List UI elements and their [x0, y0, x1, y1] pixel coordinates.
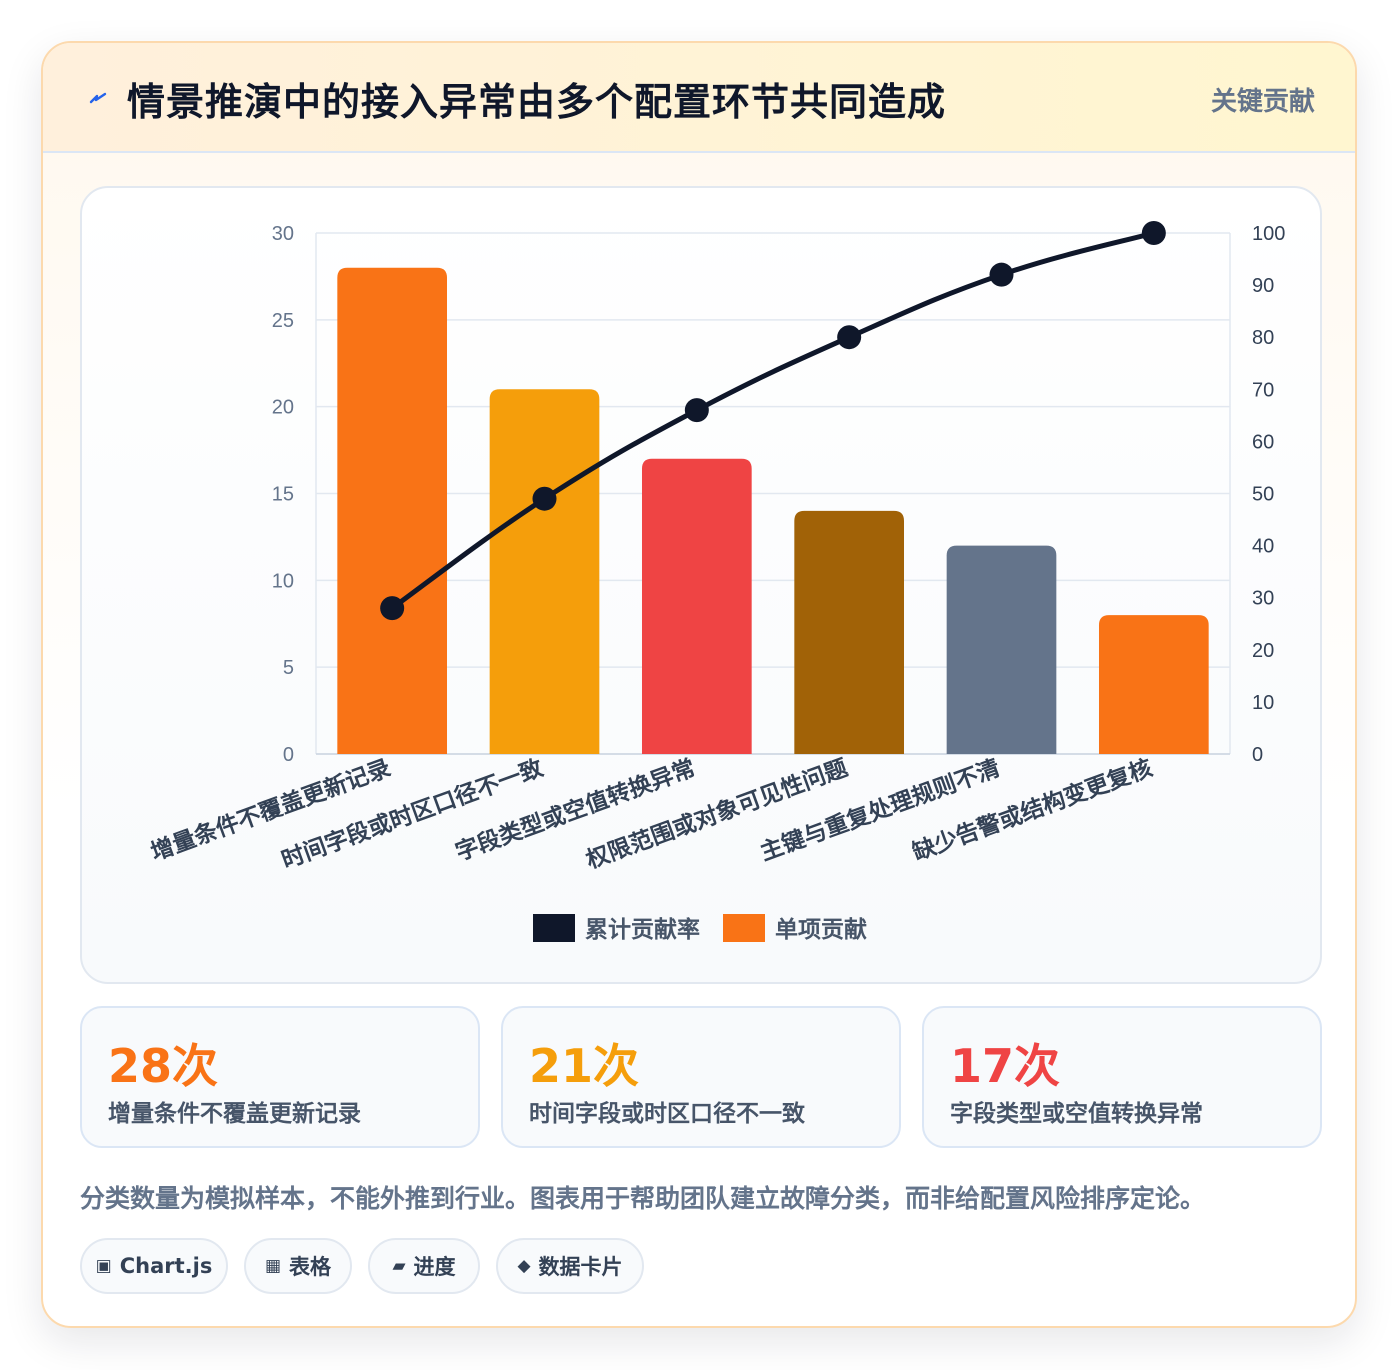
chip-label: 表格: [289, 1255, 332, 1279]
stat-card-2: 21次 时间字段或时区口径不一致: [501, 1006, 901, 1148]
line-point: [1141, 221, 1166, 245]
line-point: [837, 325, 862, 350]
chip-label: 数据卡片: [538, 1255, 623, 1279]
bar: [337, 267, 448, 754]
y2-tick-label: 80: [1252, 327, 1274, 349]
stat-card-3: 17次 字段类型或空值转换异常: [922, 1006, 1322, 1148]
pareto-chart: 0 5 10 15 20 25 30 0 10 20 30 40 50 60 70 80 90 100 增量条件不覆…: [80, 186, 1322, 984]
stat-card-1: 28次 增量条件不覆盖更新记录: [80, 1006, 480, 1148]
line-point: [684, 398, 709, 423]
header-tag: 关键贡献: [1210, 87, 1315, 117]
stat-label-2: 时间字段或时区口径不一致: [529, 1101, 805, 1127]
lightning-icon: [89, 92, 107, 104]
chart-svg: 0 5 10 15 20 25 30 0 10 20 30 40 50 60 70 80 90 100 增量条件不覆…: [147, 221, 1285, 943]
x-tick-label: 字段类型或空值转换异常: [452, 754, 699, 866]
x-tick-label: 权限范围或对象可见性问题: [582, 754, 852, 874]
chip-label: 进度: [413, 1255, 456, 1279]
stat-value-2: 21次: [529, 1039, 640, 1093]
chart-icon: ▣: [95, 1256, 112, 1276]
x-tick-label: 缺少告警或结构变更复核: [909, 754, 1156, 866]
report-card: 情景推演中的接入异常由多个配置环节共同造成 关键贡献 0 5 10 15 20 25 30 0…: [41, 41, 1357, 1328]
line-point: [380, 596, 405, 621]
diamond-icon: ◆: [517, 1256, 531, 1276]
chip-progress[interactable]: ▰ 进度: [368, 1238, 480, 1294]
y2-tick-label: 10: [1252, 692, 1274, 714]
series-line: [389, 230, 1157, 611]
y2-tick-label: 50: [1252, 484, 1274, 506]
stat-label-3: 字段类型或空值转换异常: [950, 1101, 1203, 1127]
chip-data-cards[interactable]: ◆ 数据卡片: [496, 1238, 644, 1294]
y-tick-label: 25: [272, 310, 294, 332]
legend-swatch: [723, 914, 765, 942]
line-point: [989, 262, 1014, 287]
footnote: 分类数量为模拟样本，不能外推到行业。图表用于帮助团队建立故障分类，而非给配置风险…: [80, 1184, 1206, 1213]
bar: [489, 389, 600, 754]
y-tick-label: 5: [283, 657, 294, 679]
y2-tick-label: 30: [1252, 588, 1274, 610]
x-tick-label: 主键与重复处理规则不清: [757, 754, 1004, 866]
chip-table[interactable]: ▦ 表格: [244, 1238, 352, 1294]
y2-tick-label: 100: [1252, 223, 1285, 245]
stat-value-1: 28次: [108, 1039, 219, 1093]
y2-tick-label: 20: [1252, 640, 1274, 662]
stat-value-3: 17次: [950, 1039, 1061, 1093]
bar: [641, 458, 752, 754]
y-tick-label: 30: [272, 223, 294, 245]
legend-label: 累计贡献率: [585, 916, 700, 943]
bar: [946, 545, 1057, 754]
x-tick-label: 时间字段或时区口径不一致: [278, 754, 548, 874]
y2-tick-label: 0: [1252, 744, 1263, 766]
y-tick-label: 10: [272, 570, 294, 592]
bar: [1098, 615, 1209, 754]
legend-swatch: [533, 914, 575, 942]
y2-tick-label: 40: [1252, 536, 1274, 558]
y2-tick-label: 90: [1252, 275, 1274, 297]
stat-label-1: 增量条件不覆盖更新记录: [108, 1101, 361, 1127]
progress-icon: ▰: [392, 1256, 406, 1276]
line-point: [532, 486, 557, 511]
y-tick-label: 0: [283, 744, 294, 766]
y-tick-label: 20: [272, 397, 294, 419]
table-icon: ▦: [264, 1256, 282, 1276]
x-tick-label: 增量条件不覆盖更新记录: [147, 754, 394, 866]
bar: [794, 510, 905, 754]
chip-label: Chart.js: [119, 1254, 213, 1278]
page-title: 情景推演中的接入异常由多个配置环节共同造成: [127, 80, 947, 124]
y2-tick-label: 60: [1252, 431, 1274, 453]
y-tick-label: 15: [272, 484, 294, 506]
y2-tick-label: 70: [1252, 379, 1274, 401]
legend-label: 单项贡献: [775, 917, 867, 943]
card-header: 情景推演中的接入异常由多个配置环节共同造成 关键贡献: [43, 43, 1355, 153]
chip-chartjs[interactable]: ▣ Chart.js: [80, 1238, 228, 1294]
